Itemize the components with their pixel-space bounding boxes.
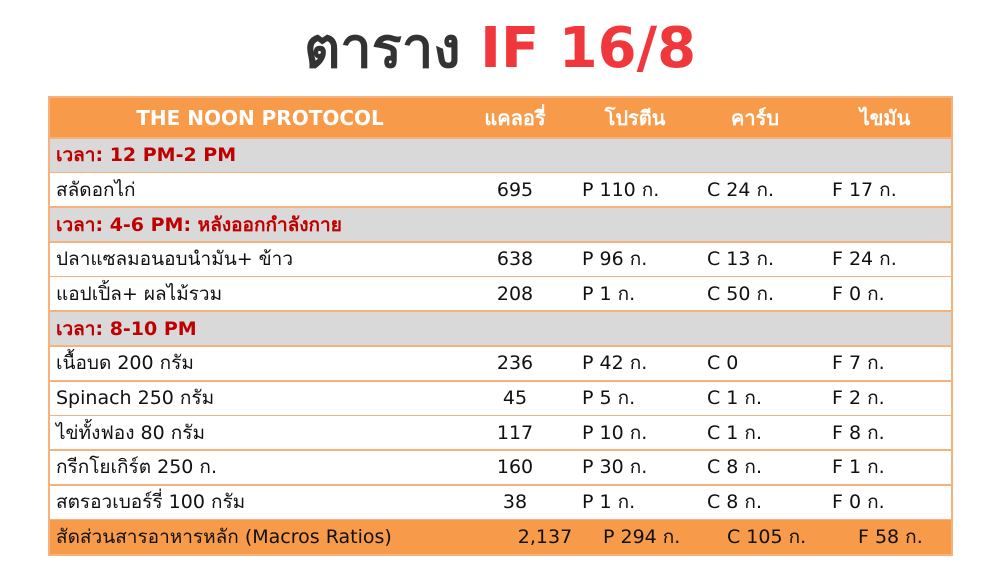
cell-carbs: C 8 ก. — [707, 456, 762, 479]
table-row: สลัดอกไก่ 695 P 110 ก. C 24 ก. F 17 ก. — [50, 173, 951, 207]
cell-protein: P 5 ก. — [582, 387, 636, 409]
section-row: เวลา: 12 PM-2 PM — [50, 138, 951, 172]
section-label: เวลา: 12 PM-2 PM — [56, 144, 237, 167]
cell-fat: F 7 ก. — [832, 352, 885, 375]
cell-carbs: C 24 ก. — [707, 178, 775, 201]
cell-food-name: ไข่ทั้งฟอง 80 กรัม — [56, 421, 205, 444]
cell-protein: P 42 ก. — [582, 352, 648, 375]
cell-carbs: C 8 ก. — [707, 491, 762, 514]
cell-calories: 160 — [496, 456, 534, 479]
cell-protein: P 96 ก. — [582, 248, 648, 271]
header-fat: ไขมัน — [859, 105, 911, 130]
cell-protein: P 1 ก. — [582, 282, 636, 305]
cell-carbs: C 0 — [707, 352, 739, 375]
cell-calories: 236 — [496, 352, 534, 375]
cell-protein: P 1 ก. — [582, 491, 636, 514]
cell-carbs: C 50 ก. — [707, 282, 775, 305]
total-row: สัดส่วนสารอาหารหลัก (Macros Ratios) 2,137… — [50, 520, 951, 555]
cell-food-name: สตรอวเบอร์รี่ 100 กรัม — [56, 491, 246, 514]
section-row: เวลา: 8-10 PM — [50, 312, 951, 346]
section-label: เวลา: 4-6 PM: หลังออกกำลังกาย — [56, 213, 342, 236]
title-thai: ตาราง — [303, 16, 461, 81]
total-fat: F 58 ก. — [858, 526, 923, 549]
cell-calories: 208 — [496, 282, 534, 305]
cell-protein: P 30 ก. — [582, 456, 648, 479]
total-carbs: C 105 ก. — [727, 526, 807, 549]
table-row: สตรอวเบอร์รี่ 100 กรัม 38 P 1 ก. C 8 ก. F 0 … — [50, 485, 951, 519]
cell-fat: F 8 ก. — [832, 421, 885, 444]
cell-calories: 695 — [496, 178, 534, 201]
cell-carbs: C 1 ก. — [707, 421, 762, 444]
cell-food-name: กรีกโยเกิร์ต 250 ก. — [56, 456, 217, 479]
cell-calories: 38 — [502, 491, 528, 514]
header-calories: แคลอรี่ — [484, 105, 546, 130]
cell-food-name: สลัดอกไก่ — [56, 178, 136, 201]
header-protein: โปรตีน — [604, 105, 666, 130]
cell-carbs: C 13 ก. — [707, 248, 775, 271]
cell-fat: F 17 ก. — [832, 178, 897, 201]
cell-fat: F 0 ก. — [832, 282, 885, 305]
cell-fat: F 2 ก. — [832, 387, 885, 409]
table-row: Spinach 250 กรัม 45 P 5 ก. C 1 ก. F 2 ก. — [50, 381, 951, 415]
cell-food-name: เนื้อบด 200 กรัม — [56, 352, 194, 375]
cell-food-name: Spinach 250 กรัม — [56, 387, 215, 409]
cell-food-name: ปลาแซลมอนอบนำมัน+ ข้าว — [56, 248, 294, 271]
total-food-name: สัดส่วนสารอาหารหลัก (Macros Ratios) — [56, 526, 392, 549]
cell-fat: F 0 ก. — [832, 491, 885, 514]
section-row: เวลา: 4-6 PM: หลังออกกำลังกาย — [50, 208, 951, 242]
table-row: ปลาแซลมอนอบนำมัน+ ข้าว 638 P 96 ก. C 13 ก. F… — [50, 242, 951, 276]
header-food-name: THE NOON PROTOCOL — [136, 105, 384, 130]
cell-fat: F 24 ก. — [832, 248, 897, 271]
cell-calories: 638 — [496, 248, 534, 271]
page-title: ตาราง IF 16/8 — [0, 14, 1000, 84]
cell-carbs: C 1 ก. — [707, 387, 762, 409]
section-label: เวลา: 8-10 PM — [56, 317, 197, 340]
meal-table: THE NOON PROTOCOL แคลอรี่ โปรตีน คาร์บ ไขมัน… — [48, 96, 953, 557]
cell-protein: P 10 ก. — [582, 421, 648, 444]
total-protein: P 294 ก. — [603, 526, 681, 549]
header-carbs: คาร์บ — [730, 105, 780, 130]
cell-calories: 117 — [496, 421, 534, 444]
table-row: เนื้อบด 200 กรัม 236 P 42 ก. C 0 F 7 ก. — [50, 346, 951, 380]
table-row: ไข่ทั้งฟอง 80 กรัม 117 P 10 ก. C 1 ก. F 8 ก. — [50, 416, 951, 450]
title-if: IF 16/8 — [480, 16, 697, 81]
cell-fat: F 1 ก. — [832, 456, 885, 479]
table-row: กรีกโยเกิร์ต 250 ก. 160 P 30 ก. C 8 ก. F 1 ก… — [50, 450, 951, 484]
cell-calories: 45 — [502, 387, 528, 409]
table-header-row: THE NOON PROTOCOL แคลอรี่ โปรตีน คาร์บ ไขมัน — [50, 98, 951, 137]
cell-food-name: แอปเปิ้ล+ ผลไม้รวม — [56, 282, 223, 305]
table-row: แอปเปิ้ล+ ผลไม้รวม 208 P 1 ก. C 50 ก. F 0 ก. — [50, 277, 951, 311]
cell-protein: P 110 ก. — [582, 178, 660, 201]
total-calories: 2,137 — [517, 526, 573, 549]
